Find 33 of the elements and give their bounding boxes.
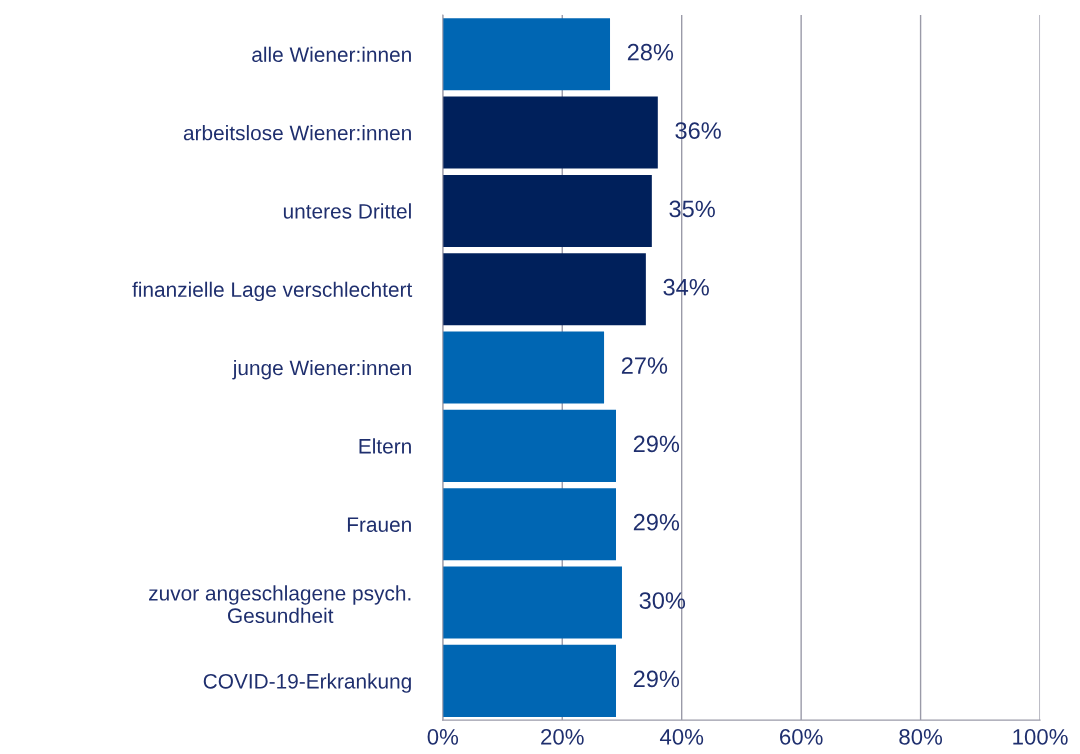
y-tick-label: finanzielle Lage verschlechtert <box>132 281 413 302</box>
y-tick-label: junge Wiener:innen <box>232 360 411 380</box>
x-tick-label: 40% <box>659 728 704 745</box>
x-tick-label: 100% <box>1013 728 1068 745</box>
bar <box>442 488 616 561</box>
y-tick-label: Eltern <box>359 438 411 454</box>
x-tick-label: 80% <box>899 728 943 745</box>
data-label: 36% <box>675 122 721 139</box>
bar <box>442 174 652 247</box>
data-label: 28% <box>627 43 674 61</box>
x-tick-label: 20% <box>541 728 584 745</box>
data-label: 30% <box>639 592 686 609</box>
x-tick-label: 60% <box>780 728 823 745</box>
data-label: 29% <box>633 435 680 453</box>
data-label: 27% <box>621 357 668 374</box>
bar <box>442 566 622 639</box>
data-label: 35% <box>669 200 715 218</box>
bar <box>442 409 616 482</box>
data-label: 34% <box>663 278 709 296</box>
bar <box>442 18 611 91</box>
y-tick-label: Frauen <box>347 517 411 532</box>
x-tick-label: 0% <box>427 728 459 745</box>
y-tick-label: arbeitslose Wiener:innen <box>183 125 411 141</box>
data-label: 29% <box>633 670 680 688</box>
data-label: 29% <box>633 513 680 531</box>
bar <box>442 253 646 326</box>
y-tick-label: zuvor angeschlagene psych. Gesundheit <box>149 585 411 624</box>
y-tick-label: unteres Drittel <box>283 203 411 219</box>
bar <box>442 331 605 404</box>
y-tick-label: COVID-19-Erkrankung <box>203 673 411 693</box>
y-tick-label: alle Wiener:innen <box>252 46 411 62</box>
bar <box>442 644 616 717</box>
bar <box>442 96 658 169</box>
